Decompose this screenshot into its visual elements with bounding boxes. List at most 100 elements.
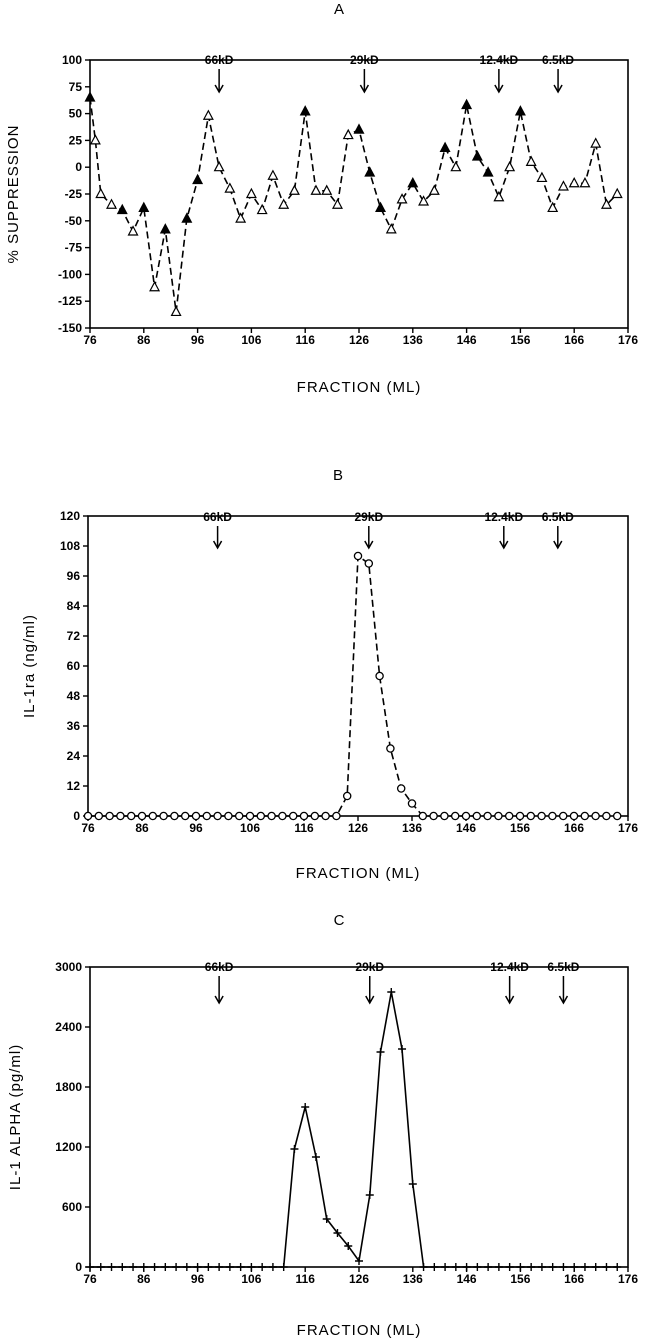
y-axis-title: IL-1 ALPHA (pg/ml) [7,1044,24,1190]
data-point [611,187,623,199]
data-point [482,166,494,177]
x-tick-label: 146 [456,821,476,835]
data-point [149,280,161,292]
data-point [353,551,363,561]
data-point [331,198,343,209]
data-point [247,1263,256,1271]
data-point [353,123,365,134]
x-tick-label: 86 [137,333,151,347]
data-point [570,1263,579,1271]
y-tick-label: 84 [67,599,81,613]
data-point [84,91,96,102]
data-point [580,811,590,821]
x-tick-label: 166 [564,333,584,347]
data-point [215,1263,224,1271]
data-point [355,1257,363,1265]
x-tick-label: 86 [135,821,149,835]
panel-a: A -150 -125 -100 -75 -50 -25 0 25 50 75 100 76 86 96 10… [0,0,648,450]
data-point [548,1263,557,1271]
data-point [129,1263,138,1271]
y-tick-label: 25 [69,133,83,147]
x-tick-label: 176 [618,333,638,347]
size-marker-arrowhead [365,995,375,1005]
plot-frame [89,59,629,329]
data-point [213,811,222,821]
data-point [139,1263,148,1271]
data-point [514,105,526,116]
data-point [106,198,118,209]
data-point [258,1263,267,1271]
data-point [342,791,352,801]
data-point [150,1263,159,1271]
panel-b: B 0 12 24 36 48 60 72 84 96 108 120 76 86 96 106 116 126 1… [0,460,648,890]
y-tick-label: 600 [62,1200,82,1214]
data-point [419,1263,428,1271]
data-point [612,811,622,821]
data-point [494,811,503,821]
data-point [225,1263,234,1271]
data-point [462,1263,471,1271]
data-point [278,198,290,209]
plot-frame [89,966,629,1268]
size-marker-label: 6.5kD [542,510,574,524]
data-point [450,160,462,172]
data-point [267,811,276,821]
y-tick-label: -125 [58,294,82,308]
x-axis-title: FRACTION (ML) [297,1322,422,1339]
size-marker-label: 66kD [205,53,234,67]
y-tick-label: -25 [65,187,83,201]
size-marker-arrowhead [214,995,224,1005]
y-tick-label: 0 [75,1260,82,1274]
x-tick-label: 156 [510,1272,530,1286]
data-point [579,176,591,188]
data-point [256,203,268,215]
data-point [288,184,300,195]
data-point [558,811,568,821]
x-tick-label: 96 [191,333,205,347]
data-point [547,201,559,213]
data-point [559,1263,568,1271]
data-point [191,811,201,821]
data-point [376,1048,385,1056]
data-point [450,811,460,821]
data-point [387,988,396,996]
y-tick-label: 2400 [55,1020,82,1034]
data-point [245,187,257,199]
data-point [267,169,279,180]
x-tick-label: 116 [296,1272,316,1286]
data-point [602,1263,611,1271]
data-point [375,671,384,681]
y-tick-label: 96 [67,569,81,583]
x-axis-title: FRACTION (ML) [297,379,422,396]
x-tick-label: 136 [402,821,422,835]
size-marker-label: 29kD [354,510,383,524]
data-point [590,137,602,148]
x-tick-label: 126 [348,821,368,835]
size-marker-arrowhead [494,84,504,94]
y-tick-label: 60 [67,659,81,673]
y-tick-label: 24 [67,749,81,763]
data-point [342,128,354,140]
data-point [365,1191,374,1199]
x-tick-label: 146 [457,333,477,347]
data-point [526,811,536,821]
x-tick-label: 106 [240,821,260,835]
size-marker-label: 12.4kD [480,53,519,67]
panel-letter: A [334,1,344,18]
x-tick-label: 176 [618,821,638,835]
data-point [484,1263,493,1271]
data-point [494,1263,503,1271]
size-marker-arrowhead [364,540,374,550]
y-axis-title: IL-1ra (ng/ml) [21,614,38,718]
y-tick-label: 120 [60,509,80,523]
data-point [159,223,171,234]
data-point [321,184,333,195]
data-point [396,193,408,204]
data-point [461,98,473,110]
data-point [407,176,419,188]
x-tick-label: 106 [241,1272,261,1286]
y-tick-label: 3000 [55,960,82,974]
y-tick-label: 50 [69,107,83,121]
size-marker-label: 29kD [355,960,384,974]
data-point [126,811,136,821]
